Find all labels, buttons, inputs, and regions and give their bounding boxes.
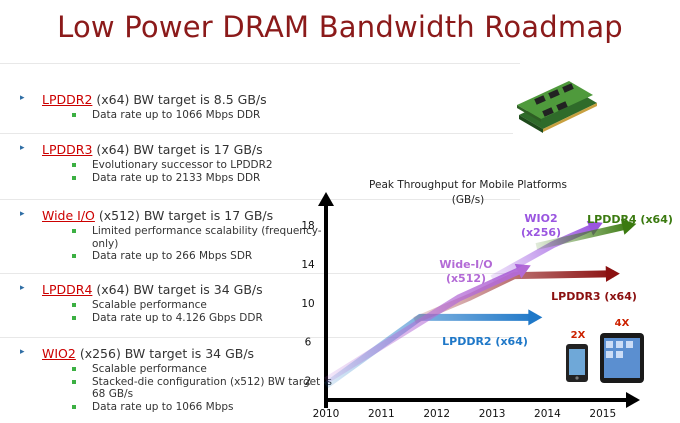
- bullet-heading: LPDDR2 (x64) BW target is 8.5 GB/s: [42, 92, 267, 107]
- square-bullet-icon: [72, 163, 76, 167]
- bullet-arrow-icon: ▸: [20, 347, 25, 357]
- row-divider: [0, 133, 520, 134]
- sub-bullet: Stacked-die configuration (x512) BW targ…: [72, 376, 332, 401]
- x-tick-label: 2015: [589, 408, 616, 420]
- square-bullet-icon: [72, 379, 76, 384]
- memory-type-name: LPDDR2: [42, 92, 93, 107]
- y-tick-label: 6: [305, 337, 312, 349]
- sub-bullet: Data rate up to 266 Mbps SDR: [72, 250, 332, 263]
- tablet-icon: [600, 333, 644, 383]
- sub-bullet-text: Data rate up to 266 Mbps SDR: [92, 250, 253, 262]
- bw-target-text: (x512) BW target is 17 GB/s: [94, 208, 274, 223]
- sub-bullet-list: Data rate up to 1066 Mbps DDR: [72, 109, 332, 122]
- sub-bullet-list: Limited performance scalability (frequen…: [72, 225, 332, 263]
- series-label: Wide-I/O (x512): [439, 258, 492, 285]
- phone-2x-label: 2X: [571, 330, 586, 341]
- bullet-heading: Wide I/O (x512) BW target is 17 GB/s: [42, 208, 273, 223]
- sub-bullet-text: Data rate up to 1066 Mbps: [92, 400, 234, 413]
- series-label: LPDDR2 (x64): [442, 335, 528, 348]
- memory-type-name: LPDDR3: [42, 142, 93, 157]
- series-label: LPDDR3 (x64): [551, 290, 637, 303]
- sub-bullet-list: Scalable performance Data rate up to 4.12…: [72, 299, 332, 324]
- tablet-4x-label: 4X: [615, 318, 630, 329]
- bullet-heading: LPDDR4 (x64) BW target is 34 GB/s: [42, 282, 263, 297]
- sub-bullet: Scalable performance: [72, 363, 332, 376]
- sub-bullet: Data rate up to 4.126 Gbps DDR: [72, 312, 332, 325]
- sub-bullet: Limited performance scalability (frequen…: [72, 225, 332, 250]
- sub-bullet: Evolutionary successor to LPDDR2: [72, 159, 332, 172]
- memory-type-name: WIO2: [42, 346, 76, 361]
- y-tick-label: 10: [301, 298, 314, 310]
- x-tick-label: 2010: [313, 408, 340, 420]
- sub-bullet-text: Stacked-die configuration (x512) BW targ…: [92, 375, 332, 401]
- bw-target-text: (x64) BW target is 17 GB/s: [92, 142, 263, 157]
- bullet-heading: LPDDR3 (x64) BW target is 17 GB/s: [42, 142, 263, 157]
- series-arrowhead-icon: [620, 219, 637, 235]
- bullet-arrow-icon: ▸: [20, 143, 25, 153]
- square-bullet-icon: [72, 404, 76, 409]
- sub-bullet-list: Scalable performance Stacked-die configur…: [72, 363, 332, 413]
- y-tick-label: 18: [301, 220, 314, 232]
- series-arrowhead-icon: [586, 221, 603, 236]
- square-bullet-icon: [72, 113, 76, 117]
- sub-bullet-text: Limited performance scalability (frequen…: [92, 225, 322, 250]
- y-tick-label: 14: [301, 259, 315, 271]
- sub-bullet: Scalable performance: [72, 299, 332, 312]
- chart-title-line1: Peak Throughput for Mobile Platforms: [369, 179, 567, 191]
- y-tick-label: 2: [305, 376, 312, 388]
- sub-bullet-text: Scalable performance: [92, 299, 207, 311]
- x-tick-label: 2014: [534, 408, 561, 420]
- sub-bullet-text: Data rate up to 4.126 Gbps DDR: [92, 311, 263, 324]
- sub-bullet-text: Evolutionary successor to LPDDR2: [92, 159, 273, 171]
- bullet-heading: WIO2 (x256) BW target is 34 GB/s: [42, 346, 254, 361]
- bw-target-text: (x256) BW target is 34 GB/s: [75, 346, 255, 361]
- slide-title: Low Power DRAM Bandwidth Roadmap: [57, 10, 623, 44]
- square-bullet-icon: [72, 303, 76, 307]
- bw-target-text: (x64) BW target is 34 GB/s: [92, 282, 263, 297]
- square-bullet-icon: [72, 254, 76, 258]
- sub-bullet: Data rate up to 1066 Mbps: [72, 401, 332, 414]
- row-divider: [0, 337, 520, 338]
- sub-bullet-text: Data rate up to 2133 Mbps DDR: [92, 171, 261, 184]
- square-bullet-icon: [72, 229, 76, 233]
- series-arrowhead-icon: [605, 265, 620, 282]
- row-divider: [0, 63, 520, 64]
- row-divider: [0, 273, 520, 274]
- square-bullet-icon: [72, 367, 76, 371]
- x-tick-label: 2012: [423, 408, 450, 420]
- square-bullet-icon: [72, 175, 76, 180]
- sub-bullet-list: Evolutionary successor to LPDDR2 Data rat…: [72, 159, 332, 184]
- square-bullet-icon: [72, 315, 76, 320]
- chart-title-line2: (GB/s): [452, 194, 485, 206]
- bullet-arrow-icon: ▸: [20, 209, 25, 219]
- phone-icon: [566, 344, 588, 382]
- bullet-arrow-icon: ▸: [20, 283, 25, 293]
- sub-bullet: Data rate up to 1066 Mbps DDR: [72, 109, 332, 122]
- sub-bullet: Data rate up to 2133 Mbps DDR: [72, 172, 332, 185]
- series-label: WIO2 (x256): [521, 212, 561, 239]
- bw-target-text: (x64) BW target is 8.5 GB/s: [92, 92, 267, 107]
- series-label: LPDDR4 (x64): [587, 213, 673, 226]
- memory-module-image: [513, 75, 601, 137]
- memory-type-name: LPDDR4: [42, 282, 93, 297]
- memory-type-name: Wide I/O: [42, 208, 95, 223]
- sub-bullet-text: Scalable performance: [92, 363, 207, 375]
- row-divider: [0, 199, 520, 200]
- series-line: [323, 313, 537, 389]
- y-axis-arrow-icon: [318, 192, 334, 206]
- series-line: [535, 221, 632, 250]
- x-axis-arrow-icon: [626, 392, 640, 408]
- sub-bullet-text: Data rate up to 1066 Mbps DDR: [92, 109, 261, 121]
- x-tick-label: 2013: [479, 408, 506, 420]
- series-arrowhead-icon: [528, 309, 543, 326]
- x-tick-label: 2011: [368, 408, 395, 420]
- bullet-arrow-icon: ▸: [20, 93, 25, 103]
- series-line: [324, 264, 527, 384]
